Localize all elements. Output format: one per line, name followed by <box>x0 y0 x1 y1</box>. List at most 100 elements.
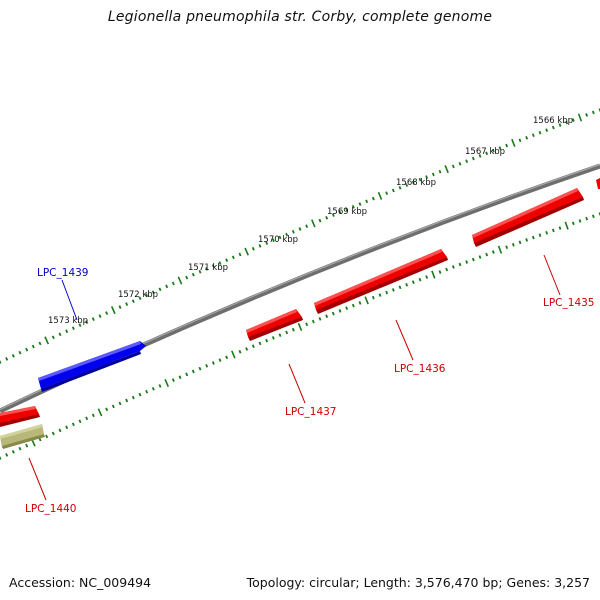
minor-tick <box>558 226 562 230</box>
connector-lpc-1436 <box>395 319 414 361</box>
minor-tick <box>251 246 255 251</box>
minor-tick <box>298 227 302 231</box>
minor-tick <box>258 341 262 346</box>
minor-tick <box>471 156 475 161</box>
minor-tick <box>31 344 35 349</box>
minor-tick <box>398 285 402 290</box>
feature-olive[interactable] <box>0 424 45 449</box>
minor-tick <box>391 188 395 193</box>
minor-tick <box>91 413 95 418</box>
scale-label-1567: 1567 kbp <box>465 147 505 157</box>
minor-tick <box>65 329 69 334</box>
minor-tick <box>485 252 489 257</box>
minor-tick <box>71 326 75 331</box>
minor-tick <box>105 311 109 315</box>
minor-tick <box>525 135 529 140</box>
minor-tick <box>258 244 262 248</box>
major-tick <box>110 306 116 315</box>
scale-label-1570: 1570 kbp <box>258 235 298 245</box>
minor-tick <box>331 213 335 217</box>
label-lpc-1439: LPC_1439 <box>37 267 89 279</box>
minor-tick <box>158 287 162 292</box>
minor-tick <box>485 151 489 156</box>
label-lpc-1436: LPC_1436 <box>394 363 446 375</box>
gene-lpc-1440[interactable] <box>0 406 40 427</box>
minor-tick <box>178 375 182 380</box>
minor-tick <box>18 350 22 355</box>
scale-label-1566: 1566 kbp <box>533 116 573 126</box>
minor-tick <box>505 143 509 148</box>
minor-tick <box>85 416 89 421</box>
major-tick <box>164 379 169 387</box>
minor-tick <box>531 133 535 138</box>
minor-tick <box>71 422 75 427</box>
minor-tick <box>531 235 535 240</box>
minor-tick <box>38 341 42 346</box>
minor-tick <box>205 363 209 368</box>
minor-tick <box>191 272 195 277</box>
minor-tick <box>358 202 362 206</box>
minor-tick <box>118 401 122 406</box>
minor-tick <box>58 428 62 433</box>
major-tick <box>564 221 569 230</box>
major-tick <box>231 350 236 359</box>
major-tick <box>364 296 369 305</box>
minor-tick <box>338 309 342 313</box>
minor-tick <box>238 252 242 257</box>
minor-tick <box>251 344 255 349</box>
minor-tick <box>325 314 329 319</box>
minor-tick <box>425 275 429 279</box>
minor-tick <box>5 357 9 361</box>
minor-tick <box>591 214 595 219</box>
major-tick <box>177 276 183 285</box>
major-tick <box>44 336 50 345</box>
minor-tick <box>198 366 202 371</box>
map-title: Legionella pneumophila str. Corby, compl… <box>107 9 493 25</box>
minor-tick <box>0 456 2 460</box>
minor-tick <box>45 434 49 439</box>
gene-lpc-1435[interactable] <box>472 188 584 247</box>
minor-tick <box>171 281 175 286</box>
label-lpc-1435: LPC_1435 <box>543 297 595 309</box>
minor-tick <box>551 228 555 233</box>
minor-tick <box>385 290 389 295</box>
minor-tick <box>425 175 429 179</box>
minor-tick <box>578 219 582 223</box>
major-tick <box>444 165 449 174</box>
minor-tick <box>91 317 95 321</box>
minor-tick <box>518 138 522 143</box>
gene-lpc-1436[interactable] <box>314 249 448 314</box>
minor-tick <box>278 333 282 337</box>
outer-scale-track <box>0 108 600 364</box>
minor-tick <box>271 238 275 243</box>
minor-tick <box>305 322 309 327</box>
minor-tick <box>25 347 29 352</box>
scale-label-1572: 1572 kbp <box>118 290 158 300</box>
major-tick <box>311 219 316 228</box>
gene-lpc-1439[interactable] <box>38 341 146 392</box>
gene-partial-top-right[interactable] <box>596 178 600 189</box>
minor-tick <box>198 269 202 274</box>
minor-tick <box>318 317 322 321</box>
minor-tick <box>318 218 322 223</box>
minor-tick <box>565 120 569 125</box>
major-tick <box>431 270 436 279</box>
minor-tick <box>0 360 2 364</box>
gene-lpc-1437[interactable] <box>246 309 303 341</box>
minor-tick <box>438 270 442 274</box>
minor-tick <box>518 240 522 245</box>
minor-tick <box>451 164 455 169</box>
minor-tick <box>11 353 15 358</box>
connector-lpc-1435 <box>543 254 561 296</box>
minor-tick <box>291 229 295 234</box>
minor-tick <box>118 305 122 309</box>
minor-tick <box>125 302 129 306</box>
minor-tick <box>538 233 542 237</box>
minor-tick <box>185 372 189 377</box>
minor-tick <box>405 282 409 287</box>
minor-tick <box>265 241 269 245</box>
minor-tick <box>418 177 422 182</box>
minor-tick <box>245 347 249 351</box>
minor-tick <box>65 425 69 430</box>
minor-tick <box>271 336 275 340</box>
